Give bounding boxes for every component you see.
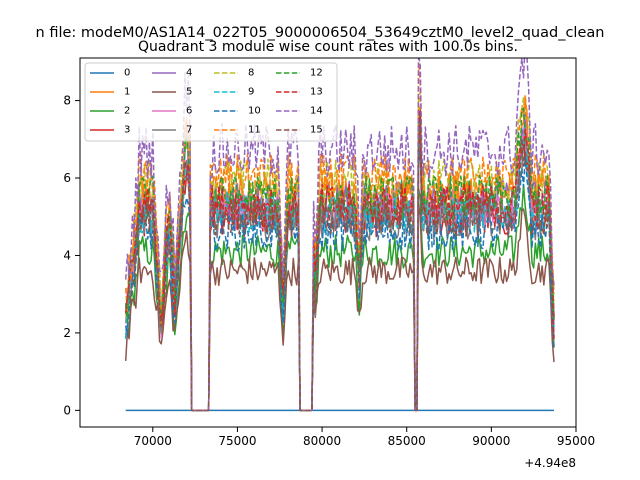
- x-tick: 75000: [218, 427, 257, 448]
- legend-label: 5: [186, 87, 192, 98]
- y-tick-label: 4: [63, 248, 71, 262]
- x-tick: 80000: [303, 427, 341, 448]
- legend-label: 2: [124, 106, 130, 117]
- y-axis: 0 2 4 6 8: [63, 94, 80, 417]
- x-tick-label: 75000: [218, 434, 256, 448]
- x-tick-label: 70000: [134, 434, 172, 448]
- legend-label: 6: [186, 106, 192, 117]
- legend-label: 12: [310, 68, 323, 79]
- chart-title: Quadrant 3 module wise count rates with …: [138, 39, 518, 55]
- x-offset-label: +4.94e8: [524, 456, 576, 470]
- legend-item: 13: [276, 87, 323, 98]
- y-tick-label: 6: [63, 171, 71, 185]
- x-tick-label: 90000: [472, 434, 510, 448]
- legend-label: 7: [186, 125, 192, 136]
- legend-item: 14: [276, 106, 323, 117]
- x-tick-label: 85000: [388, 434, 426, 448]
- legend-item: 11: [214, 125, 261, 136]
- legend-item: 7: [152, 125, 192, 136]
- y-tick-label: 2: [63, 326, 71, 340]
- y-tick-label: 0: [63, 403, 71, 417]
- plot-frame: [79, 57, 577, 428]
- x-tick: 90000: [472, 427, 510, 448]
- legend-item: 15: [276, 125, 323, 136]
- legend-label: 11: [248, 125, 261, 136]
- legend-label: 9: [248, 87, 254, 98]
- x-tick: 95000: [557, 427, 595, 448]
- x-tick: 85000: [388, 427, 426, 448]
- legend-item: 4: [152, 68, 192, 79]
- legend-label: 15: [310, 125, 323, 136]
- legend-item: 2: [90, 106, 130, 117]
- legend-item: 12: [276, 68, 323, 79]
- legend-item: 1: [90, 87, 130, 98]
- y-tick: 2: [63, 326, 80, 340]
- series-line-15: [124, 119, 555, 412]
- legend-label: 1: [124, 87, 130, 98]
- legend-item: 0: [90, 68, 130, 79]
- legend: 0 1 2 3 4 5 6 7 8 9 10 11 12 13 14 15: [84, 62, 338, 142]
- x-tick: 70000: [134, 427, 172, 448]
- legend-item: 9: [214, 87, 254, 98]
- legend-label: 0: [124, 68, 130, 79]
- y-tick-label: 8: [63, 94, 71, 108]
- y-tick: 8: [63, 94, 80, 108]
- legend-label: 10: [248, 106, 261, 117]
- figure-suptitle: n file: modeM0/AS1A14_022T05_9000006504_…: [36, 25, 605, 41]
- y-tick: 0: [63, 403, 80, 417]
- legend-item: 5: [152, 87, 192, 98]
- legend-item: 6: [152, 106, 192, 117]
- y-tick: 6: [63, 171, 80, 185]
- legend-box: [84, 62, 338, 142]
- legend-label: 14: [310, 106, 323, 117]
- legend-item: 3: [90, 125, 130, 136]
- legend-item: 8: [214, 68, 254, 79]
- x-tick-label: 95000: [557, 434, 595, 448]
- series-layer: [124, 58, 555, 412]
- legend-label: 4: [186, 68, 192, 79]
- legend-item: 10: [214, 106, 261, 117]
- x-axis: 70000 75000 80000 85000 90000 95000 +4.9…: [134, 427, 595, 470]
- legend-label: 8: [248, 68, 254, 79]
- x-tick-label: 80000: [303, 434, 341, 448]
- legend-label: 13: [310, 87, 323, 98]
- y-tick: 4: [63, 248, 80, 262]
- legend-label: 3: [124, 125, 130, 136]
